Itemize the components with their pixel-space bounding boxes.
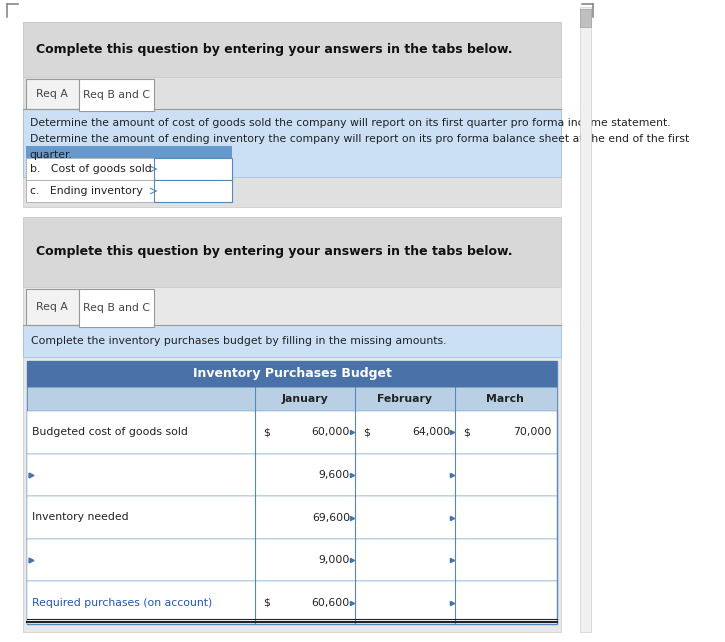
Text: Req B and C: Req B and C <box>83 303 150 313</box>
Text: Complete this question by entering your answers in the tabs below.: Complete this question by entering your … <box>36 245 512 259</box>
Bar <box>28 411 557 454</box>
Bar <box>23 217 561 287</box>
Text: Req B and C: Req B and C <box>83 90 150 100</box>
Bar <box>80 289 154 327</box>
Bar <box>80 324 153 327</box>
Bar <box>23 22 561 207</box>
Text: quarter.: quarter. <box>30 150 72 160</box>
Bar <box>25 146 233 158</box>
Text: Complete this question by entering your answers in the tabs below.: Complete this question by entering your … <box>36 44 512 56</box>
Text: Req A: Req A <box>36 89 68 99</box>
Text: Req A: Req A <box>36 302 68 312</box>
Text: 60,000: 60,000 <box>312 428 350 437</box>
Text: b.   Cost of goods sold: b. Cost of goods sold <box>30 164 152 174</box>
Text: Inventory Purchases Budget: Inventory Purchases Budget <box>193 367 392 381</box>
Text: Determine the amount of cost of goods sold the company will report on its first : Determine the amount of cost of goods so… <box>30 118 671 128</box>
Bar <box>580 7 592 632</box>
Text: February: February <box>378 394 432 404</box>
Bar <box>23 325 561 357</box>
Text: 9,000: 9,000 <box>318 555 350 565</box>
Bar <box>580 9 592 27</box>
Bar <box>80 79 154 111</box>
Text: c.   Ending inventory: c. Ending inventory <box>30 186 143 196</box>
Bar <box>28 496 557 539</box>
Bar <box>28 361 557 624</box>
Text: 9,600: 9,600 <box>319 470 350 480</box>
Text: 64,000: 64,000 <box>412 428 450 437</box>
Bar <box>154 158 233 180</box>
Text: $: $ <box>363 428 370 437</box>
Text: Required purchases (on account): Required purchases (on account) <box>32 598 212 608</box>
Bar <box>23 22 561 77</box>
Bar <box>154 180 233 202</box>
Text: Complete the inventory purchases budget by filling in the missing amounts.: Complete the inventory purchases budget … <box>31 336 447 346</box>
Text: January: January <box>281 394 328 404</box>
Text: March: March <box>486 394 524 404</box>
Text: Inventory needed: Inventory needed <box>32 512 129 523</box>
Bar <box>23 109 561 177</box>
Bar <box>28 582 557 624</box>
Text: Budgeted cost of goods sold: Budgeted cost of goods sold <box>32 428 188 437</box>
Bar <box>25 79 80 109</box>
Text: $: $ <box>263 598 270 608</box>
Bar <box>23 217 561 632</box>
Bar <box>25 180 154 202</box>
Bar <box>80 108 153 111</box>
Text: 70,000: 70,000 <box>513 428 552 437</box>
Bar <box>25 158 154 180</box>
Bar <box>28 387 557 411</box>
Text: Determine the amount of ending inventory the company will report on its pro form: Determine the amount of ending inventory… <box>30 134 689 144</box>
Bar <box>28 361 557 387</box>
Text: 69,600: 69,600 <box>312 512 350 523</box>
Text: 60,600: 60,600 <box>312 598 350 608</box>
Text: $: $ <box>463 428 470 437</box>
Text: $: $ <box>263 428 270 437</box>
Bar <box>28 454 557 496</box>
Bar <box>28 539 557 582</box>
Bar <box>25 289 80 325</box>
